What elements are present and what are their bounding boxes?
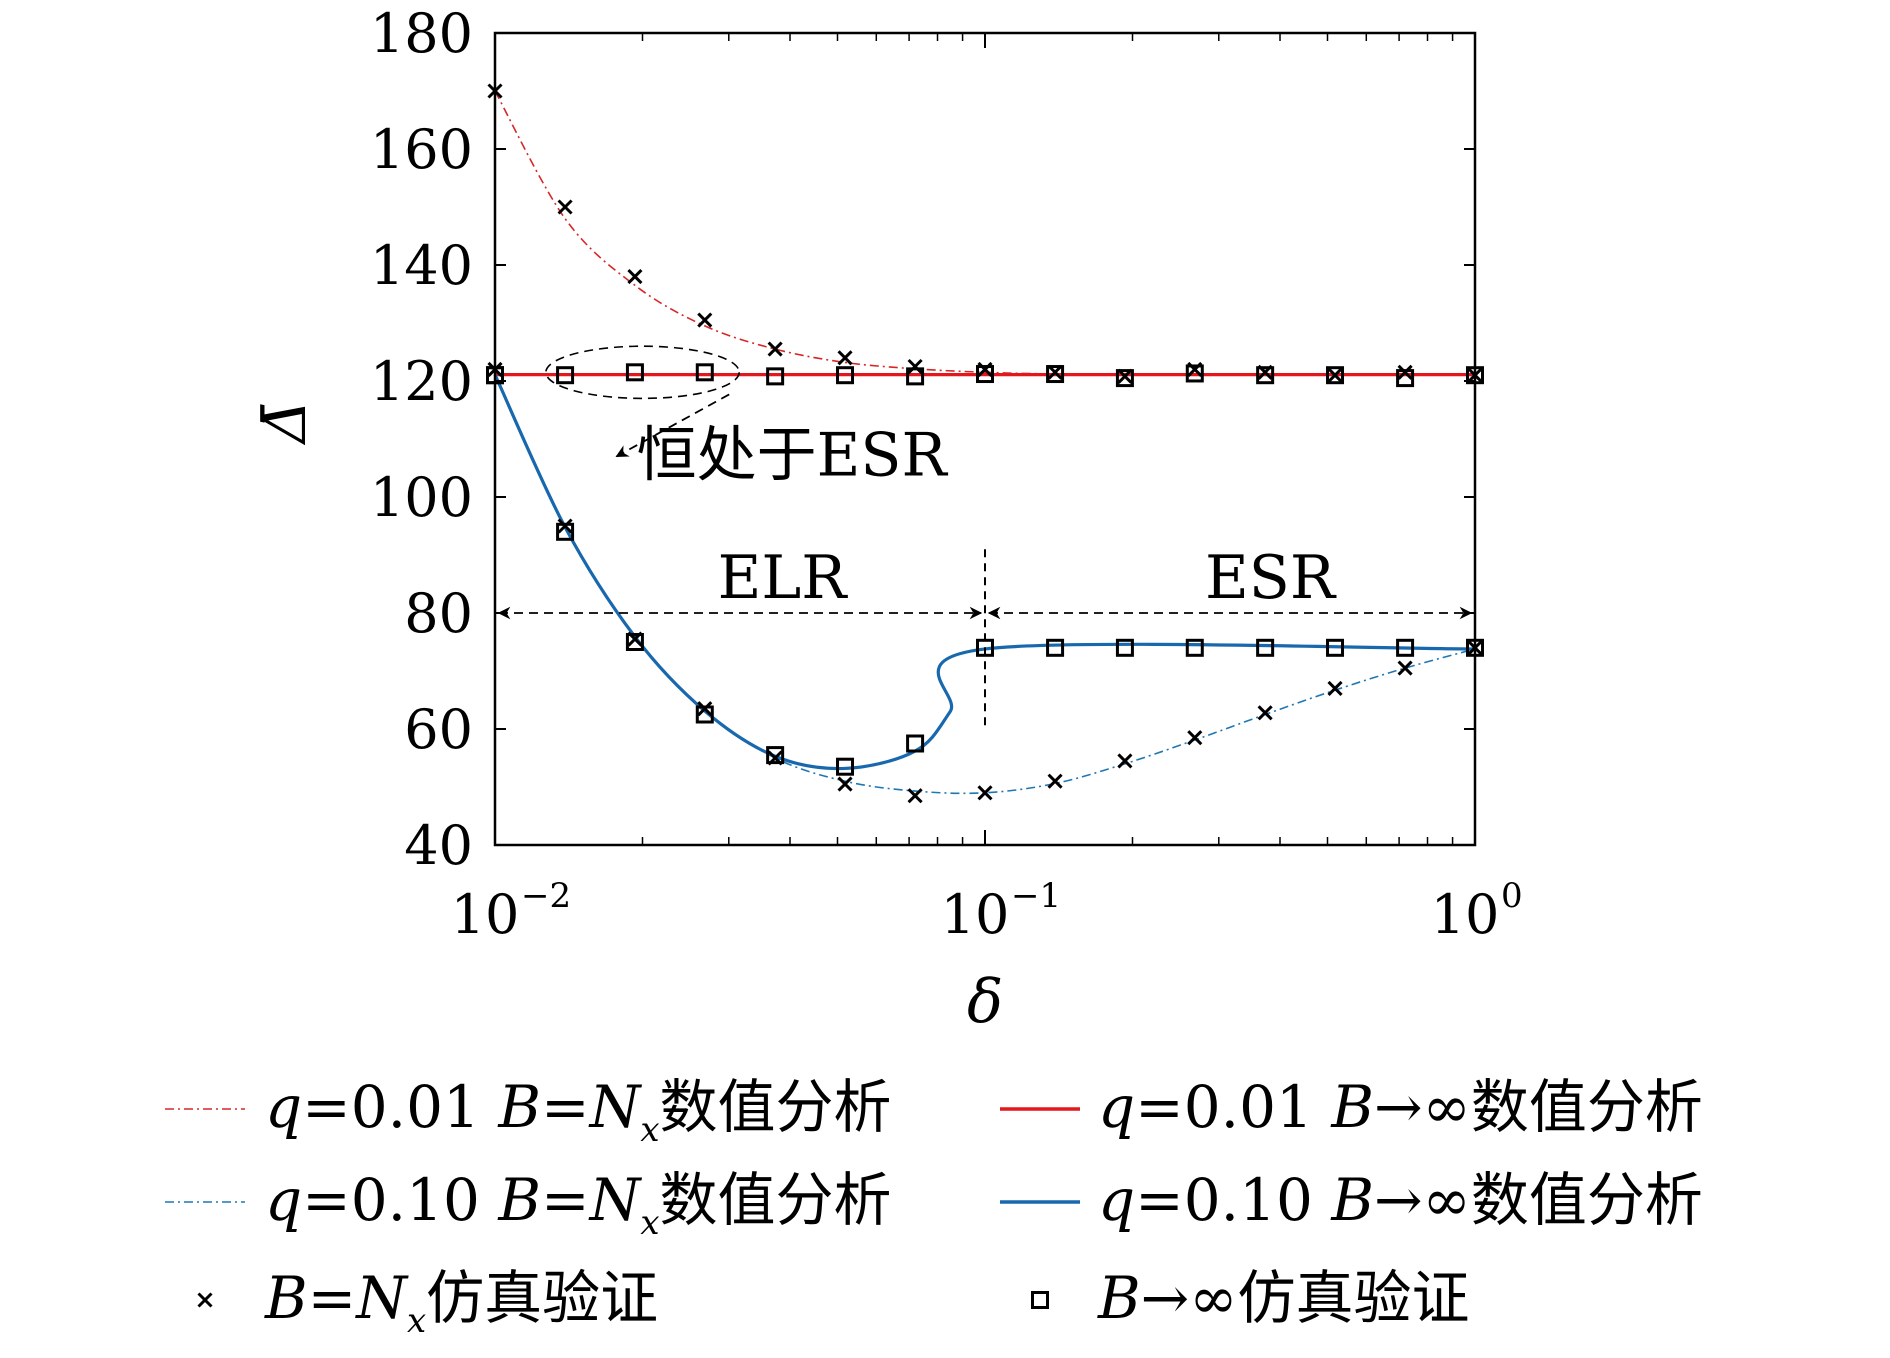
y-tick-label: 180 (370, 2, 473, 65)
x-marker (1117, 753, 1133, 769)
esr-note-text: 恒处于ESR (637, 420, 949, 490)
x-marker (627, 269, 643, 285)
x-marker (1257, 705, 1273, 721)
square-marker (695, 705, 714, 724)
legend-swatch (197, 1292, 213, 1308)
square-marker (1256, 638, 1275, 657)
y-tick-label: 140 (370, 234, 473, 297)
y-tick-label: 100 (370, 466, 473, 529)
x-marker (1327, 367, 1343, 383)
square-marker (625, 633, 644, 651)
legend-label: B→∞仿真验证 (1097, 1264, 1470, 1332)
legend-label: B=Nx仿真验证 (264, 1264, 658, 1341)
square-marker (1396, 638, 1415, 657)
x-marker (767, 341, 783, 357)
legend-label: q=0.01 B→∞数值分析 (1098, 1073, 1703, 1141)
x-tick-label: 10 (451, 883, 520, 946)
highlight-ellipse (545, 345, 740, 400)
square-marker (766, 746, 785, 765)
x-axis-label: δ (967, 967, 1003, 1037)
square-marker (1396, 369, 1415, 388)
x-marker (1397, 660, 1413, 676)
x-marker (1047, 773, 1063, 789)
x-marker (557, 199, 573, 215)
square-marker (906, 367, 925, 386)
square-marker (976, 365, 994, 384)
legend-entry-6: B→∞仿真验证 (1031, 1264, 1470, 1332)
square-marker (1115, 369, 1134, 388)
square-marker (836, 366, 855, 385)
square-marker (1115, 638, 1134, 657)
y-tick-label: 160 (370, 118, 473, 181)
square-marker (836, 757, 855, 776)
square-marker (1326, 638, 1345, 657)
series-line-1 (494, 90, 1475, 376)
square-marker (625, 363, 644, 382)
note-arrow (615, 393, 730, 458)
x-tick-exponent: −2 (521, 876, 571, 916)
square-marker (1326, 366, 1345, 385)
y-axis-label: Δ̄ (250, 400, 320, 445)
elr-label: ELR (718, 543, 849, 613)
x-marker (977, 785, 993, 801)
x-tick-exponent: −1 (1011, 876, 1061, 916)
legend-label: q=0.10 B→∞数值分析 (1098, 1166, 1703, 1234)
x-marker (1327, 680, 1343, 696)
x-tick-label: 10 (941, 883, 1010, 946)
x-marker (697, 312, 713, 328)
x-marker (1187, 730, 1203, 746)
legend-label: q=0.01 B=Nx数值分析 (265, 1073, 892, 1150)
legend-entry-2: q=0.01 B→∞数值分析 (1000, 1073, 1703, 1141)
x-marker (837, 776, 853, 792)
esr-label: ESR (1205, 543, 1337, 613)
square-marker (1185, 364, 1204, 383)
square-marker (695, 363, 714, 382)
legend: q=0.01 B=Nx数值分析 q=0.01 B→∞数值分析 q=0.10 B=Nx… (165, 1073, 1703, 1341)
legend-entry-4: q=0.10 B→∞数值分析 (1000, 1166, 1703, 1234)
x-marker (907, 358, 923, 375)
x-marker (837, 350, 853, 366)
x-tick-exponent: 0 (1501, 876, 1523, 916)
legend-entry-5: B=Nx仿真验证 (197, 1264, 658, 1341)
square-marker (1185, 638, 1204, 657)
x-marker (557, 518, 573, 534)
square-marker (1046, 365, 1065, 384)
x-marker (697, 701, 713, 717)
square-marker (906, 734, 925, 753)
y-tick-label: 120 (370, 350, 473, 413)
square-marker (556, 522, 575, 541)
legend-entry-3: q=0.10 B=Nx数值分析 (165, 1166, 892, 1243)
y-tick-label: 80 (404, 582, 473, 645)
series-line-4 (493, 373, 1476, 771)
annotations: 恒处于ESR ELR ESR (497, 345, 1473, 729)
x-tick-label: 10 (1431, 883, 1500, 946)
legend-entry-1: q=0.01 B=Nx数值分析 (165, 1073, 892, 1150)
legend-label: q=0.10 B=Nx数值分析 (265, 1166, 892, 1243)
square-marker (766, 367, 785, 386)
square-marker (556, 366, 575, 385)
square-marker (1256, 366, 1275, 385)
y-tick-label: 40 (404, 814, 473, 877)
y-tick-label: 60 (404, 698, 473, 761)
square-marker (1046, 638, 1065, 657)
x-marker (907, 788, 923, 804)
legend-swatch (1031, 1291, 1049, 1309)
x-marker (1397, 364, 1413, 380)
